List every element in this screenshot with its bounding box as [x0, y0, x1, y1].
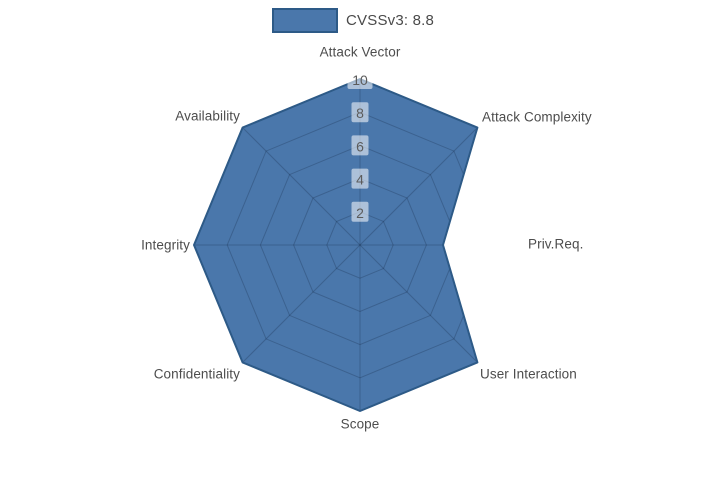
axis-label-attack-vector: Attack Vector	[320, 45, 401, 60]
grid-spoke	[359, 244, 478, 363]
radial-tick-box	[351, 168, 369, 189]
radial-tick-box	[347, 69, 373, 89]
radial-tick-box	[351, 102, 369, 123]
axis-labels: Attack Vector Attack Complexity Priv.Req. U…	[141, 45, 592, 432]
grid-ring	[259, 144, 461, 346]
radial-tick-box	[351, 135, 369, 156]
grid-spoke	[242, 127, 361, 246]
axis-label-user-interaction: User Interaction	[480, 367, 577, 382]
axis-label-availability: Availability	[175, 109, 240, 124]
axis-label-attack-complexity: Attack Complexity	[482, 110, 592, 125]
axis-label-integrity: Integrity	[141, 238, 190, 253]
legend-item-cvssv3[interactable]: CVSSv3: 8.8	[272, 6, 434, 34]
axis-label-scope: Scope	[341, 417, 380, 432]
radial-tick-label: 10	[352, 72, 368, 88]
axis-label-confidentiality: Confidentiality	[154, 367, 240, 382]
legend-swatch	[272, 7, 338, 33]
legend-label: CVSSv3: 8.8	[346, 11, 435, 29]
grid-ring	[293, 178, 427, 312]
radial-tick-box	[351, 201, 369, 222]
cvss-score-polygon-border	[193, 78, 479, 412]
radial-tick-labels: 2 4 6 8 10	[347, 69, 373, 222]
axis-label-priv-req: Priv.Req.	[528, 237, 583, 252]
radial-tick-label: 6	[356, 138, 364, 154]
grid-spoke	[242, 244, 361, 363]
grid-spoke	[359, 127, 478, 246]
radial-tick-label: 8	[356, 105, 364, 121]
radial-tick-label: 4	[356, 172, 364, 188]
cvss-score-polygon	[194, 79, 478, 411]
radial-tick-label: 2	[356, 205, 364, 221]
grid-ring	[326, 211, 394, 279]
